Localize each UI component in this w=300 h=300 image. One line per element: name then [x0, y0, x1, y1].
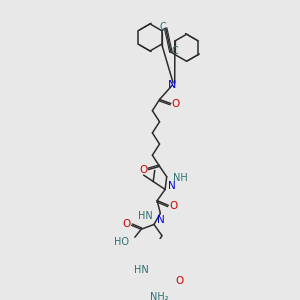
Text: HN: HN — [138, 211, 152, 221]
Text: NH: NH — [173, 173, 188, 183]
Text: C: C — [159, 22, 166, 32]
Text: N: N — [168, 181, 176, 191]
Text: N: N — [157, 215, 165, 226]
Text: O: O — [140, 165, 148, 175]
Text: O: O — [169, 201, 177, 211]
Text: O: O — [123, 220, 131, 230]
Text: NH₂: NH₂ — [150, 292, 169, 300]
Text: N: N — [168, 80, 176, 90]
Text: HO: HO — [113, 237, 128, 247]
Text: HN: HN — [134, 265, 148, 275]
Text: C: C — [172, 46, 178, 56]
Text: O: O — [171, 99, 180, 109]
Text: O: O — [175, 276, 184, 286]
